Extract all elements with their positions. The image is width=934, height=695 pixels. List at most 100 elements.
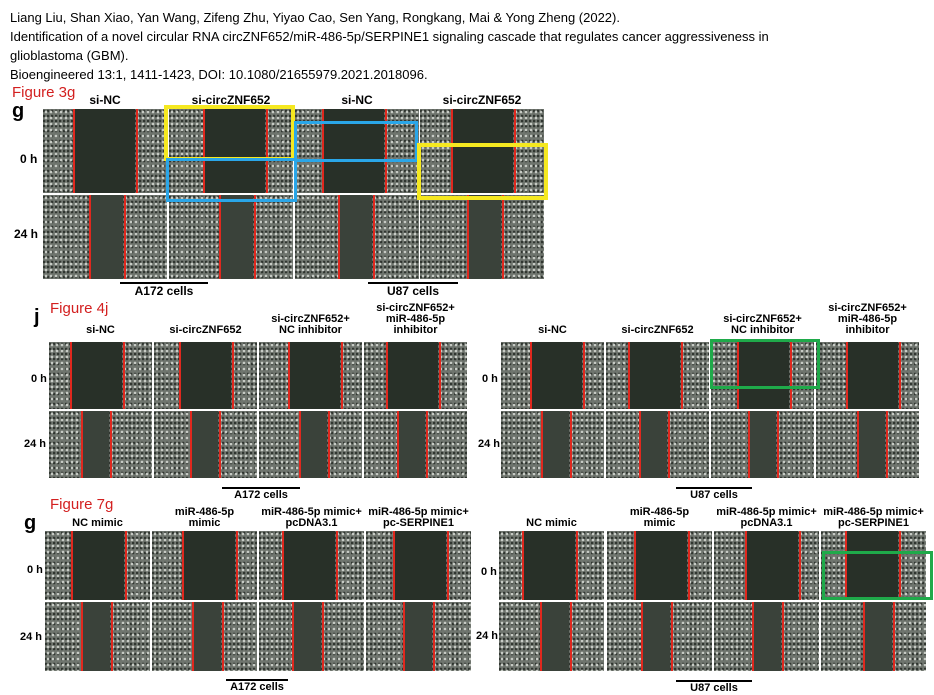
cell-monolayer <box>169 109 204 193</box>
scratch-edge-line <box>111 602 113 671</box>
column-header-line: miR-486-5p mimic+ <box>261 506 362 518</box>
wound-healing-image <box>151 530 258 601</box>
scratch-gap <box>293 602 323 671</box>
cell-monolayer <box>606 411 640 478</box>
scratch-gap <box>864 602 894 671</box>
scratch-edge-line <box>790 342 792 409</box>
cell-monolayer <box>776 411 814 478</box>
column-header-line: miR-486-5p <box>385 313 446 325</box>
scratch-edge-line <box>748 411 750 478</box>
cell-monolayer <box>501 342 531 409</box>
scratch-edge-line <box>254 195 256 279</box>
wound-healing-image <box>44 601 151 672</box>
scratch-edge-line <box>628 342 630 409</box>
cell-monolayer <box>259 342 289 409</box>
cell-monolayer <box>152 602 193 671</box>
wound-healing-image <box>606 601 713 672</box>
wound-healing-image <box>500 410 605 479</box>
panel-letter-g: g <box>12 100 25 122</box>
group-underline <box>368 282 458 284</box>
wound-healing-image <box>815 410 920 479</box>
wound-healing-image <box>365 530 472 601</box>
cell-monolayer <box>501 195 544 279</box>
wound-healing-image <box>258 530 365 601</box>
scratch-gap <box>82 411 111 478</box>
scratch-gap <box>846 531 900 600</box>
highlight-box-green <box>710 339 820 389</box>
scratch-edge-line <box>403 602 405 671</box>
column-header-line: si-NC <box>86 324 115 336</box>
cell-monolayer <box>438 342 467 409</box>
group-underline <box>226 679 288 681</box>
citation-title: Identification of a novel circular RNA c… <box>10 29 769 44</box>
scratch-edge-line <box>236 531 238 600</box>
wound-healing-image <box>153 410 258 479</box>
highlight-box-green <box>822 551 933 600</box>
cell-monolayer <box>582 342 604 409</box>
cell-monolayer <box>569 602 604 671</box>
cell-monolayer <box>364 342 387 409</box>
column-header: si-NC <box>292 94 422 106</box>
cell-monolayer <box>816 411 858 478</box>
column-header-line: si-circZNF652+ <box>828 302 907 314</box>
wound-healing-image <box>42 108 168 194</box>
column-header: miR-486-5p mimic <box>145 507 265 529</box>
wound-healing-image <box>258 410 363 479</box>
scratch-edge-line <box>322 602 324 671</box>
scratch-gap <box>339 195 374 279</box>
cell-monolayer <box>259 531 283 600</box>
wound-healing-image <box>294 194 420 280</box>
scratch-edge-line <box>688 531 690 600</box>
scratch-edge-line <box>219 195 221 279</box>
scratch-gap <box>193 602 223 671</box>
cell-monolayer <box>259 411 300 478</box>
cell-monolayer <box>569 411 604 478</box>
cell-monolayer <box>446 531 471 600</box>
cell-monolayer <box>321 602 364 671</box>
panel-letter-j: j <box>34 306 40 328</box>
scratch-edge-line <box>232 342 234 409</box>
scratch-edge-line <box>671 602 673 671</box>
column-header: si-circZNF652 <box>417 94 547 106</box>
scratch-edge-line <box>282 531 284 600</box>
column-header-line: NC inhibitor <box>279 324 342 336</box>
scratch-edge-line <box>777 411 779 478</box>
cell-monolayer <box>432 602 471 671</box>
wound-healing-image <box>363 410 468 479</box>
highlight-box-yellow <box>164 105 295 161</box>
column-header-line: si-circZNF652+ <box>376 302 455 314</box>
scratch-edge-line <box>292 602 294 671</box>
scratch-edge-line <box>782 602 784 671</box>
cell-monolayer <box>327 411 362 478</box>
scratch-gap <box>220 195 255 279</box>
cell-monolayer <box>789 342 814 409</box>
scratch-edge-line <box>336 531 338 600</box>
scratch-gap <box>180 342 233 409</box>
cell-monolayer <box>253 195 293 279</box>
cell-monolayer <box>135 109 167 193</box>
cell-monolayer <box>821 602 864 671</box>
scratch-edge-line <box>219 411 221 478</box>
panel-letter-g-7: g <box>24 512 37 534</box>
cell-monolayer <box>513 109 544 193</box>
scratch-edge-line <box>522 531 524 600</box>
scratch-edge-line <box>299 411 301 478</box>
wound-healing-image <box>498 530 605 601</box>
wound-healing-image <box>258 341 363 410</box>
scratch-edge-line <box>385 109 387 193</box>
scratch-edge-line <box>190 411 192 478</box>
scratch-gap <box>523 531 577 600</box>
scratch-edge-line <box>899 342 901 409</box>
scratch-gap <box>90 195 125 279</box>
scratch-edge-line <box>447 531 449 600</box>
cell-monolayer <box>43 109 74 193</box>
scratch-gap <box>398 411 427 478</box>
scratch-edge-line <box>737 342 739 409</box>
scratch-edge-line <box>857 411 859 478</box>
cell-monolayer <box>372 195 419 279</box>
cell-monolayer <box>231 342 257 409</box>
group-label: A172 cells <box>134 284 194 298</box>
cell-monolayer <box>235 531 257 600</box>
scratch-gap <box>858 411 887 478</box>
column-header: miR-486-5p mimic+ pc-SERPINE1 <box>359 507 479 529</box>
